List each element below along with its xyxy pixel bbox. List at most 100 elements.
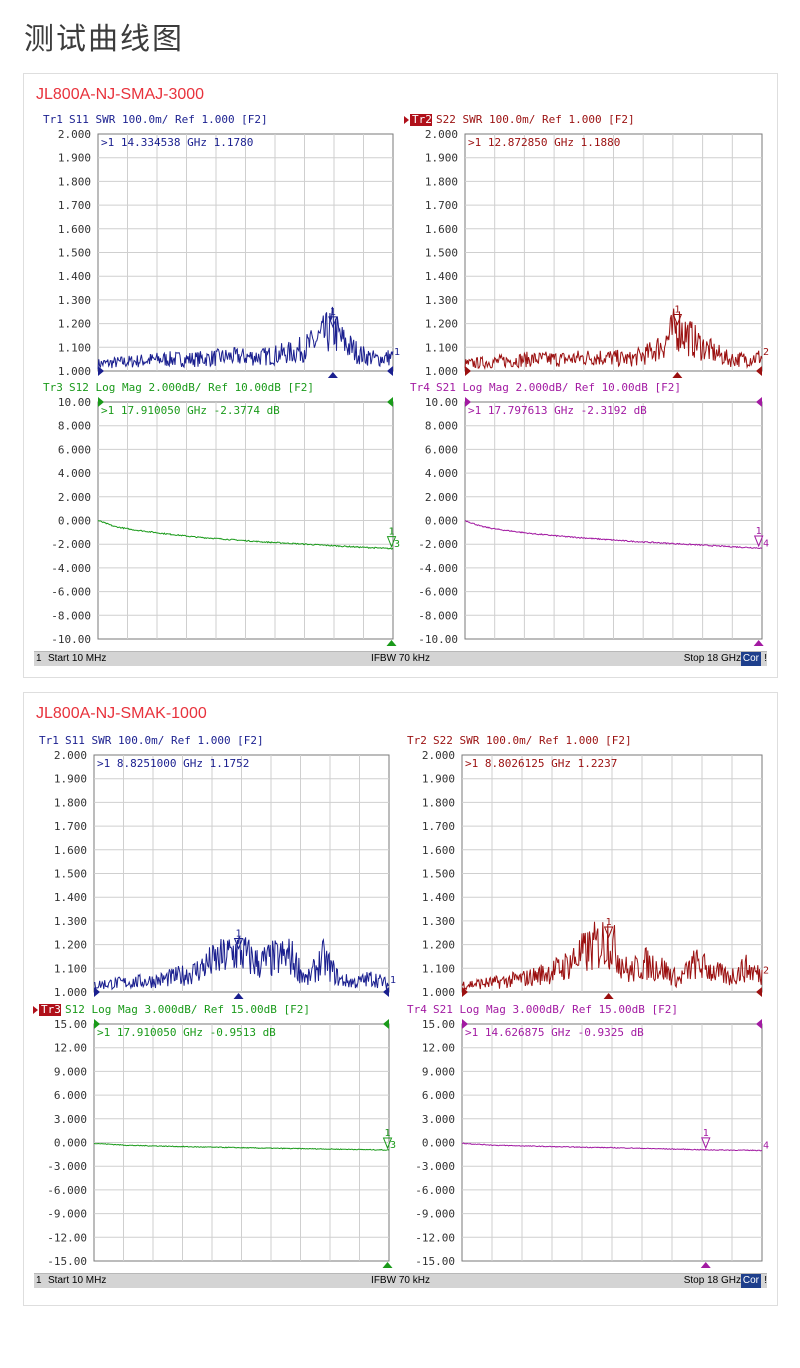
marker-readout: >1 12.872850 GHz 1.1880 (468, 136, 620, 149)
marker-triangle (328, 316, 338, 329)
y-tick-label: 1.200 (422, 939, 455, 952)
trace-id: Tr2 (412, 113, 432, 126)
correction-badge: Cor (740, 652, 761, 666)
trace-header: S21 Log Mag 2.000dB/ Ref 10.00dB [F2] (436, 381, 681, 394)
y-tick-label: 1.900 (422, 773, 455, 786)
warning-indicator: ! (764, 653, 767, 664)
y-tick-label: 6.000 (54, 1089, 87, 1102)
y-tick-label: 1.000 (425, 365, 458, 378)
trace-end-label: 4 (763, 1140, 769, 1151)
marker-readout: >1 17.797613 GHz -2.3192 dB (468, 404, 647, 417)
trace-line (97, 306, 394, 370)
marker-number: 1 (756, 526, 762, 537)
stimulus-marker (672, 372, 683, 378)
vna-status-bar: 1 Start 10 MHz IFBW 70 kHz Stop 18 GHz C… (34, 651, 767, 666)
trace-header: S11 SWR 100.0m/ Ref 1.000 [F2] (65, 734, 264, 747)
vna-status-bar: 1 Start 10 MHz IFBW 70 kHz Stop 18 GHz C… (34, 1273, 767, 1288)
y-tick-label: -6.000 (47, 1184, 87, 1197)
y-tick-label: 3.000 (54, 1113, 87, 1126)
y-tick-label: 1.100 (54, 962, 87, 975)
y-tick-label: -3.000 (415, 1160, 455, 1173)
stop-frequency: Stop 18 GHz (683, 653, 741, 664)
y-tick-label: -4.000 (51, 562, 91, 575)
y-tick-label: 0.000 (58, 515, 91, 528)
active-trace-box (39, 1004, 61, 1016)
y-tick-label: 1.500 (58, 247, 91, 260)
marker-triangle (386, 536, 397, 549)
y-tick-label: 1.100 (58, 341, 91, 354)
y-tick-label: -12.00 (47, 1231, 87, 1244)
y-tick-label: 4.000 (425, 467, 458, 480)
y-tick-label: 1.300 (58, 294, 91, 307)
y-tick-label: 1.400 (58, 270, 91, 283)
y-tick-label: 15.00 (422, 1018, 455, 1031)
y-tick-label: 1.600 (422, 844, 455, 857)
y-tick-label: -6.000 (415, 1184, 455, 1197)
marker-number: 1 (330, 307, 336, 318)
y-tick-label: 1.000 (422, 986, 455, 999)
y-tick-label: -6.000 (51, 586, 91, 599)
active-trace-arrow (33, 1006, 38, 1014)
marker-number: 1 (606, 917, 612, 928)
y-tick-label: 1.200 (58, 318, 91, 331)
y-tick-label: 1.300 (425, 294, 458, 307)
start-frequency: Start 10 MHz (48, 1275, 107, 1286)
trace-header: S22 SWR 100.0m/ Ref 1.000 [F2] (433, 734, 632, 747)
reference-arrow-left (462, 987, 468, 997)
marker-triangle (701, 1137, 711, 1150)
y-tick-label: 1.100 (425, 341, 458, 354)
trace-panel-tr3: Tr3 S12 Log Mag 2.000dB/ Ref 10.00dB [F2]… (43, 381, 400, 646)
marker-triangle (233, 937, 244, 950)
y-tick-label: 9.000 (54, 1065, 87, 1078)
y-tick-label: 2.000 (425, 128, 458, 141)
y-tick-label: 15.00 (54, 1018, 87, 1031)
reference-arrow-right (756, 397, 762, 407)
trace-id: Tr3 (41, 1003, 61, 1016)
trace-line (97, 519, 394, 550)
reference-arrow-right (383, 987, 389, 997)
y-tick-label: 1.800 (425, 175, 458, 188)
y-tick-label: 2.000 (54, 749, 87, 762)
reference-arrow-right (387, 366, 393, 376)
trace-end-label: 2 (763, 965, 769, 976)
trace-end-label: 2 (763, 347, 769, 358)
card-title: JL800A-NJ-SMAK-1000 (36, 705, 207, 722)
reference-arrow-right (756, 366, 762, 376)
trace-header: S12 Log Mag 3.000dB/ Ref 15.00dB [F2] (65, 1003, 310, 1016)
channel-number: 1 (36, 1275, 42, 1286)
y-tick-label: 9.000 (422, 1065, 455, 1078)
y-tick-label: 1.400 (54, 891, 87, 904)
trace-end-label: 1 (394, 347, 400, 358)
y-tick-label: 1.600 (425, 223, 458, 236)
y-tick-label: 1.400 (422, 891, 455, 904)
card-title: JL800A-NJ-SMAJ-3000 (36, 86, 205, 103)
trace-panel-tr2: Tr2 S22 SWR 100.0m/ Ref 1.000 [F2] 2.000 1.… (404, 113, 769, 378)
trace-panel-tr1: Tr1 S11 SWR 100.0m/ Ref 1.000 [F2] 2.000 1.… (39, 734, 396, 999)
y-tick-label: 4.000 (58, 467, 91, 480)
trace-panel-tr4: Tr4 S21 Log Mag 3.000dB/ Ref 15.00dB [F2]… (407, 1003, 769, 1268)
marker-readout: >1 17.910050 GHz -0.9513 dB (97, 1026, 276, 1039)
warning-indicator: ! (764, 1275, 767, 1286)
test-card-smaj-3000: JL800A-NJ-SMAJ-3000 Tr1 S11 SWR 100.0m/ R… (23, 73, 778, 678)
trace-line (461, 921, 763, 993)
y-tick-label: 3.000 (422, 1113, 455, 1126)
marker-readout: >1 8.8251000 GHz 1.1752 (97, 757, 249, 770)
y-tick-label: -15.00 (415, 1255, 455, 1268)
y-tick-label: 12.00 (54, 1042, 87, 1055)
y-tick-label: -3.000 (47, 1160, 87, 1173)
reference-arrow-left (94, 1019, 100, 1029)
trace-end-label: 3 (390, 1140, 396, 1151)
y-tick-label: 1.900 (58, 152, 91, 165)
y-tick-label: 1.800 (58, 175, 91, 188)
trace-id: Tr4 (410, 381, 430, 394)
marker-readout: >1 14.626875 GHz -0.9325 dB (465, 1026, 644, 1039)
stimulus-marker (382, 1262, 393, 1268)
marker-number: 1 (703, 1128, 709, 1139)
y-tick-label: 6.000 (425, 443, 458, 456)
trace-line (93, 1142, 390, 1151)
y-tick-label: 1.600 (58, 223, 91, 236)
y-tick-label: -10.00 (51, 633, 91, 646)
y-tick-label: -10.00 (418, 633, 458, 646)
y-tick-label: 6.000 (422, 1089, 455, 1102)
reference-arrow-left (98, 397, 104, 407)
